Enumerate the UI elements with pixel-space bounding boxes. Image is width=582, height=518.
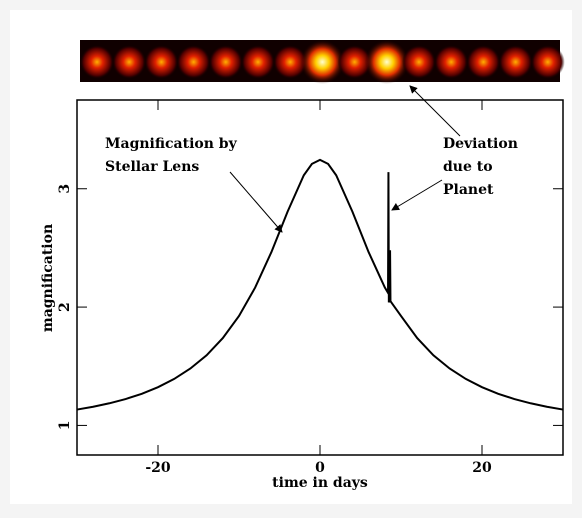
y-tick-label: 1 [57,421,73,431]
lens-image [402,45,436,79]
annotation-arrow [391,179,443,211]
lens-image [176,45,211,79]
annotation: Magnification by [105,136,238,152]
lens-image [80,45,114,79]
lens-image [112,45,147,79]
annotation: Stellar Lens [105,159,199,175]
lens-image [300,40,345,84]
x-tick-label: 0 [315,460,325,476]
annotation-arrow [229,171,283,233]
x-tick-label: 20 [472,460,492,476]
lens-image [466,45,501,79]
y-tick-label: 3 [57,184,73,194]
lens-image [434,45,469,79]
panel [10,10,572,504]
light-curve [76,158,564,411]
lens-image [144,45,179,79]
y-axis-label: magnification [40,224,56,332]
x-tick-label: -20 [145,460,171,476]
lens-image [208,45,243,79]
y-tick-label: 2 [57,302,73,312]
annotation-arrow [409,85,461,137]
lens-image [530,45,565,79]
lens-image [273,45,308,79]
x-axis-label: time in days [272,475,368,491]
lens-image [241,45,275,79]
annotation: Deviation [443,136,518,152]
lens-image [364,40,409,84]
lens-image [337,45,372,79]
annotation: Planet [443,182,494,198]
annotation: due to [443,159,493,175]
lens-image [498,45,533,79]
